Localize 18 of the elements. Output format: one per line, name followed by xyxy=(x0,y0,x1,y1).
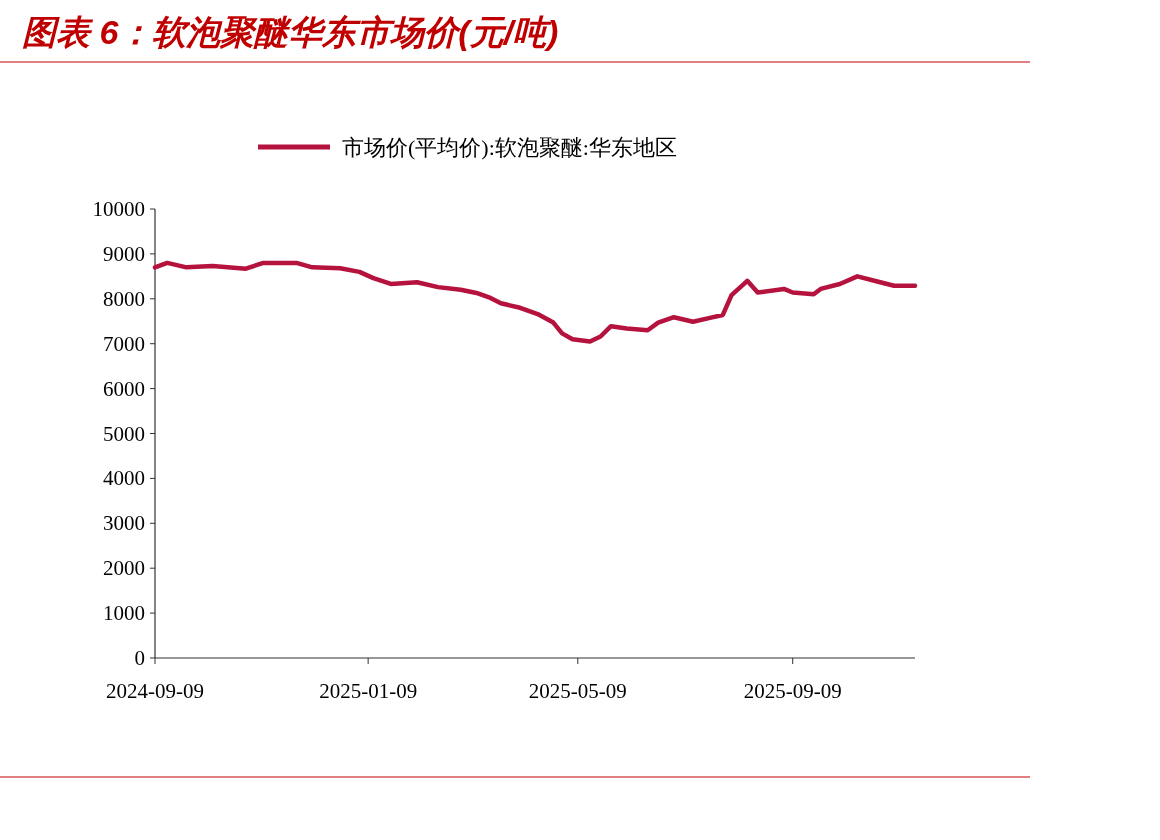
x-tick-label: 2025-09-09 xyxy=(743,679,842,703)
x-tick-label: 2025-01-09 xyxy=(319,679,418,703)
y-tick-label: 6000 xyxy=(103,376,145,401)
chart-title: 图表 6：软泡聚醚华东市场价(元/吨) xyxy=(22,13,559,51)
line-series xyxy=(152,260,918,344)
y-tick-label: 8000 xyxy=(103,286,145,311)
x-tick-label: 2025-05-09 xyxy=(528,679,627,703)
x-tick-label: 2024-09-09 xyxy=(106,679,204,703)
y-tick-label: 0 xyxy=(134,646,145,670)
y-tick-label: 9000 xyxy=(103,241,145,266)
legend-label: 市场价(平均价):软泡聚醚:华东地区 xyxy=(342,135,677,160)
y-tick-label: 7000 xyxy=(103,331,145,356)
y-tick-label: 3000 xyxy=(103,511,145,536)
y-tick-label: 4000 xyxy=(103,466,145,491)
y-tick-label: 5000 xyxy=(103,421,145,446)
y-tick-label: 10000 xyxy=(92,197,145,221)
y-tick-label: 2000 xyxy=(103,556,145,581)
y-tick-label: 1000 xyxy=(103,601,145,626)
